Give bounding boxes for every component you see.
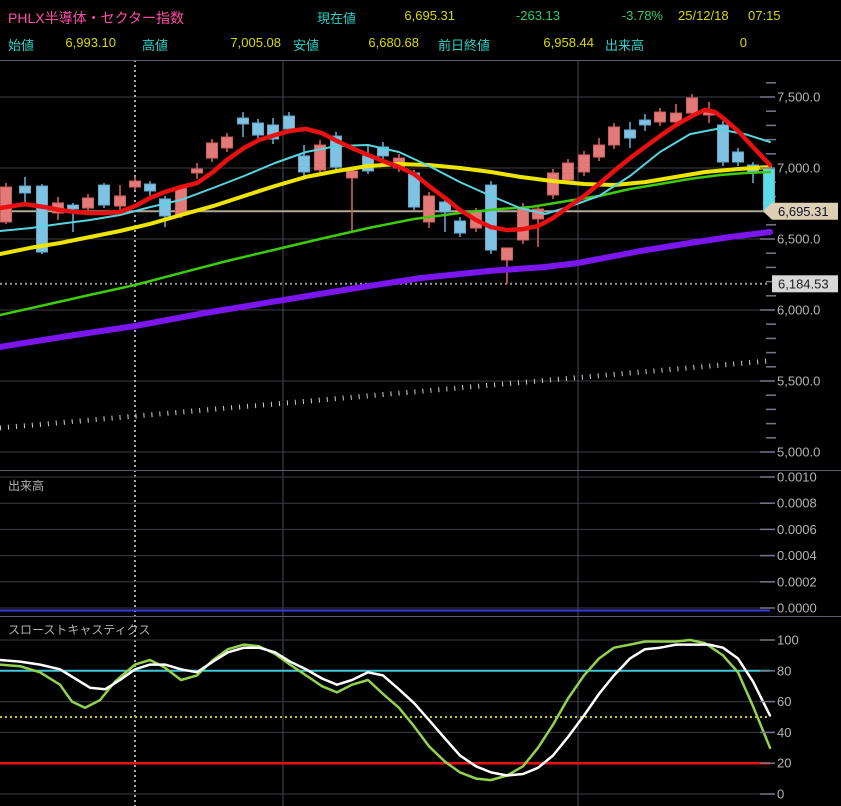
candle-body (454, 220, 466, 234)
candle-body (298, 155, 310, 173)
axis-label-volume: 0.0004 (777, 548, 817, 563)
candle-body (252, 122, 264, 136)
candle-body (19, 185, 31, 194)
candle-body (377, 146, 389, 157)
candle-body (129, 180, 141, 188)
axis-label-volume: 0.0008 (777, 496, 817, 511)
axis-label-volume: 0.0000 (777, 601, 817, 616)
ma-purple-longest (0, 229, 773, 350)
axis-label-stoch: 40 (777, 725, 791, 740)
axis-label-main: 6,000.0 (777, 303, 820, 318)
candle-body (578, 154, 590, 173)
candle-body (517, 206, 529, 241)
candle-body (562, 162, 574, 181)
prev-close-value: 6,958.44 (543, 35, 594, 50)
candle-body (501, 247, 513, 261)
candle-body (593, 144, 605, 158)
instrument-title: PHLX半導体・セクター指数 (8, 10, 185, 26)
current-price-value: 6,695.31 (404, 8, 455, 23)
candle-body (114, 195, 126, 207)
ma-yellow (0, 162, 772, 257)
price-tag-bg (763, 202, 838, 220)
low-value: 6,680.68 (368, 35, 419, 50)
volume-panel-title: 出来高 (8, 479, 45, 493)
open-value: 6,993.10 (65, 35, 116, 50)
low-label: 安値 (293, 38, 320, 53)
open-label: 始値 (8, 38, 35, 53)
change-percent: -3.78% (621, 8, 663, 23)
percent-k-green (0, 638, 772, 782)
percent-d-white (0, 643, 772, 777)
axis-label-volume: 0.0002 (777, 574, 817, 589)
stoch-panel-title: スローストキャスティクス (8, 623, 151, 637)
candle-body (423, 195, 435, 223)
candle-body (547, 172, 559, 196)
candle-body (717, 124, 729, 163)
candle-body (654, 111, 666, 123)
price-tag-text: 6,184.53 (778, 276, 829, 291)
candle-body (608, 126, 620, 146)
candle-body (283, 115, 295, 130)
axis-label-volume: 0.0010 (777, 470, 817, 485)
ma-red (0, 107, 773, 233)
price-tag-text: 6,695.31 (778, 204, 829, 219)
candle-body (82, 197, 94, 209)
ma-cyan (0, 127, 771, 232)
candle-body (624, 129, 636, 139)
candle-body (346, 170, 358, 179)
axis-label-volume: 0.0006 (777, 522, 817, 537)
candle-body (485, 184, 497, 251)
candle-body (159, 198, 171, 217)
price-tag-bg (772, 275, 838, 293)
trend-dotted-white (0, 358, 769, 431)
axis-label-main: 7,500.0 (777, 90, 820, 105)
candle-body (639, 119, 651, 126)
candle-body (237, 117, 249, 125)
axis-label-stoch: 100 (777, 633, 799, 648)
axis-label-main: 5,000.0 (777, 445, 820, 460)
volume-value: 0 (739, 35, 747, 50)
candle-body (439, 201, 451, 213)
candle-body (732, 151, 744, 163)
axis-label-main: 7,000.0 (777, 161, 820, 176)
volume-label: 出来高 (605, 38, 645, 53)
axis-label-main: 5,500.0 (777, 374, 820, 389)
candle-body (98, 184, 110, 206)
candle-body (144, 183, 156, 192)
candle-body (670, 112, 682, 123)
axis-label-stoch: 0 (777, 787, 784, 802)
quote-time: 07:15 (748, 8, 781, 23)
ma-green (0, 170, 772, 317)
prev-close-label: 前日終値 (438, 38, 491, 53)
current-price-label: 現在値 (317, 11, 357, 26)
axis-label-stoch: 20 (777, 756, 791, 771)
candle-body (221, 136, 233, 149)
candle-body (67, 204, 79, 210)
candle-body (191, 168, 203, 174)
candle-body (330, 135, 342, 168)
candle-body (314, 144, 326, 171)
high-label: 高値 (142, 38, 169, 53)
change-value: -263.13 (515, 8, 560, 23)
candle-body (206, 142, 218, 159)
axis-label-stoch: 60 (777, 694, 791, 709)
candle-body (686, 97, 698, 114)
quote-date: 25/12/18 (678, 8, 729, 23)
high-value: 7,005.08 (230, 35, 281, 50)
candle-body (36, 185, 48, 253)
axis-label-stoch: 80 (777, 663, 791, 678)
axis-label-main: 6,500.0 (777, 232, 820, 247)
